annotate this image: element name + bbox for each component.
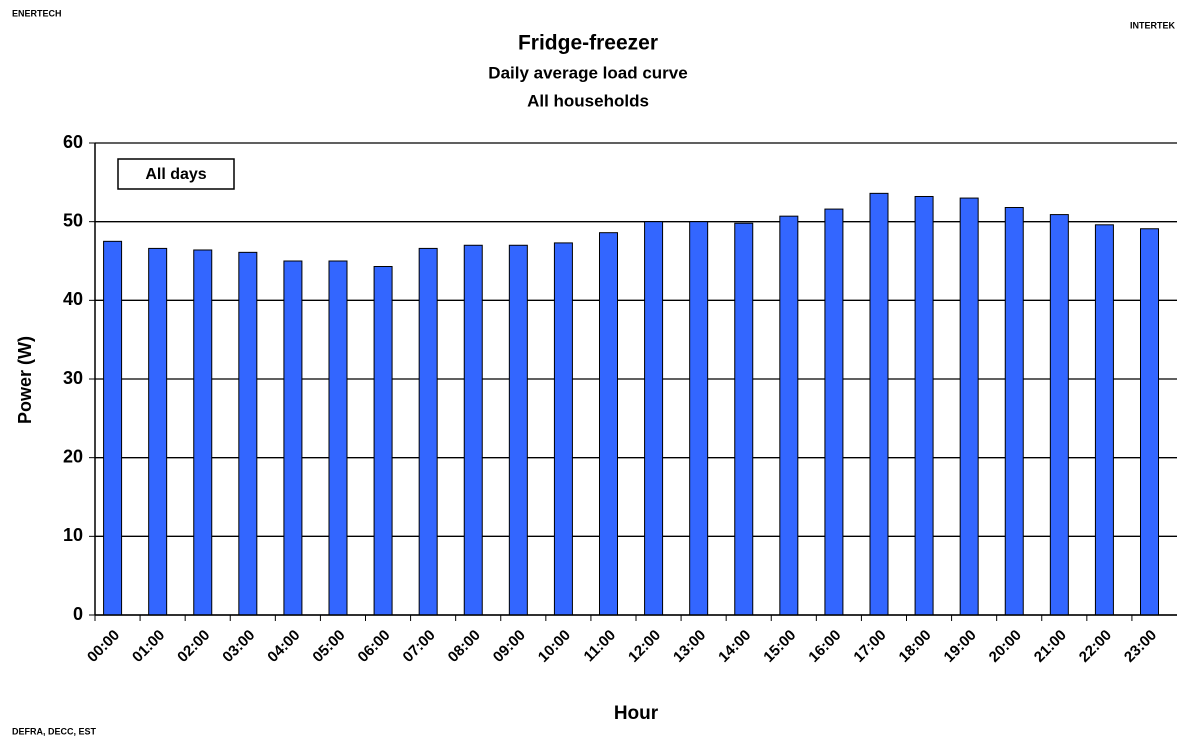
bar — [238, 251, 258, 616]
bar — [283, 260, 303, 616]
legend-box — [117, 158, 235, 190]
bar — [779, 215, 799, 616]
bar — [1094, 224, 1114, 616]
x-tick-label: 05:00 — [309, 627, 348, 666]
x-tick-label: 00:00 — [84, 627, 123, 666]
bar — [1004, 207, 1024, 616]
y-tick-label: 50 — [63, 210, 83, 230]
bar — [1139, 228, 1159, 616]
x-tick-label: 04:00 — [264, 627, 303, 666]
x-tick-label: 19:00 — [941, 627, 980, 666]
x-tick-label: 06:00 — [355, 627, 394, 666]
x-tick-label: 07:00 — [400, 627, 439, 666]
x-tick-label: 18:00 — [896, 627, 935, 666]
x-tick-label: 02:00 — [174, 627, 213, 666]
footer: DEFRA, DECC, EST — [12, 726, 97, 736]
x-tick-label: 11:00 — [581, 627, 620, 666]
bar — [418, 247, 438, 616]
y-tick-label: 10 — [63, 525, 83, 545]
x-tick-label: 01:00 — [129, 627, 168, 666]
x-tick-label: 22:00 — [1076, 627, 1115, 666]
x-tick-label: 08:00 — [445, 627, 484, 666]
x-tick-label: 14:00 — [715, 627, 754, 666]
y-tick-label: 0 — [73, 604, 83, 624]
x-tick-label: 10:00 — [535, 627, 574, 666]
header-left: ENERTECH — [12, 8, 62, 18]
bar — [644, 221, 664, 616]
y-tick-label: 30 — [63, 368, 83, 388]
bar — [328, 260, 348, 616]
x-tick-label: 03:00 — [219, 627, 258, 666]
legend-label: All days — [145, 166, 206, 183]
bar — [1049, 214, 1069, 616]
bar — [103, 240, 123, 616]
bar — [193, 249, 213, 616]
bar — [463, 244, 483, 616]
x-tick-label: 12:00 — [625, 627, 664, 666]
x-tick-label: 20:00 — [986, 627, 1025, 666]
bar — [689, 221, 709, 616]
bar — [869, 192, 889, 616]
x-tick-label: 09:00 — [490, 627, 529, 666]
bar — [373, 266, 393, 616]
chart-subtitle: All households — [527, 91, 649, 110]
x-tick-label: 23:00 — [1121, 627, 1160, 666]
x-tick-label: 21:00 — [1031, 627, 1070, 666]
bar — [734, 222, 754, 616]
y-tick-label: 40 — [63, 289, 83, 309]
bar — [598, 232, 618, 616]
bar — [508, 244, 528, 616]
x-tick-label: 17:00 — [850, 627, 889, 666]
chart-title: Fridge-freezer — [518, 32, 658, 55]
y-tick-label: 20 — [63, 446, 83, 466]
bar — [148, 247, 168, 616]
y-axis-label: Power (W) — [15, 336, 35, 424]
x-tick-label: 13:00 — [670, 627, 709, 666]
bar — [824, 208, 844, 616]
bar — [553, 242, 573, 616]
bar — [959, 197, 979, 616]
y-tick-label: 60 — [63, 132, 83, 152]
chart-subtitle: Daily average load curve — [488, 63, 687, 82]
x-tick-label: 15:00 — [760, 627, 799, 666]
x-axis-label: Hour — [614, 703, 659, 724]
header-right: INTERTEK — [1130, 20, 1176, 30]
x-tick-label: 16:00 — [805, 627, 844, 666]
bar — [914, 195, 934, 616]
